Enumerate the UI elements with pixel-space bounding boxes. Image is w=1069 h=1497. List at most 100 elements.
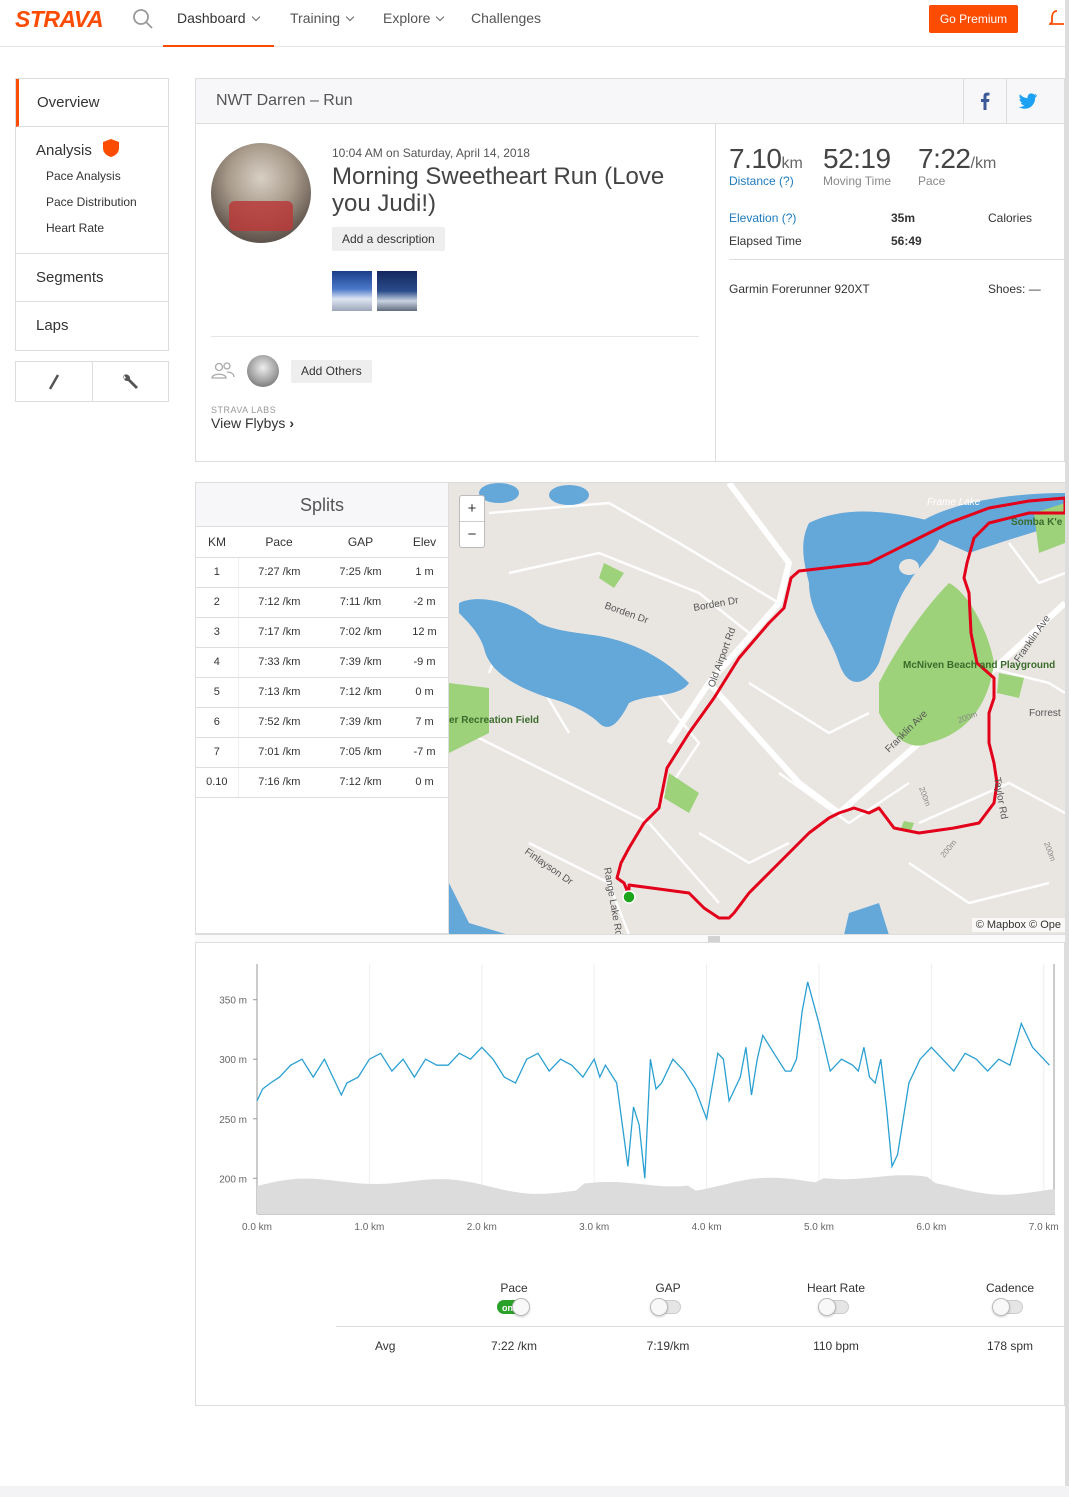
toggle-switch[interactable]: on <box>497 1298 530 1316</box>
split-row[interactable]: 0.10 7:16 /km 7:12 /km 0 m <box>196 767 448 798</box>
split-elev: 1 m <box>401 557 448 588</box>
y-tick-label: 250 m <box>219 1115 247 1126</box>
top-navigation: STRAVA Dashboard Training Explore Challe… <box>0 0 1069 47</box>
toggle-switch[interactable] <box>818 1298 849 1316</box>
split-row[interactable]: 5 7:13 /km 7:12 /km 0 m <box>196 677 448 708</box>
resize-handle[interactable] <box>195 934 1065 943</box>
pace-elevation-chart[interactable]: 350 m 300 m 250 m 200 m 0.0 km 1.0 km 2.0 km 3.… <box>195 944 1065 1244</box>
divider <box>729 259 1066 260</box>
edit-button[interactable] <box>16 362 93 401</box>
split-gap: 7:25 /km <box>320 557 401 588</box>
split-km: 1 <box>196 557 239 588</box>
nav-explore[interactable]: Explore <box>383 0 445 47</box>
sidebar-item-pace-distribution[interactable]: Pace Distribution <box>46 195 137 209</box>
route-map[interactable]: Borden Dr Borden Dr Old Airport Rd Frank… <box>449 482 1065 934</box>
facebook-share-button[interactable] <box>963 79 1006 123</box>
toggle-switch[interactable] <box>650 1298 681 1316</box>
activity-owner-title: NWT Darren – Run <box>216 92 353 109</box>
x-tick-label: 7.0 km <box>1029 1222 1059 1233</box>
sidebar-item-pace-analysis[interactable]: Pace Analysis <box>46 169 121 183</box>
elevation-value: 35m <box>891 211 916 225</box>
elevation-label[interactable]: Elevation (?) <box>729 211 797 225</box>
split-pace: 7:27 /km <box>238 557 321 588</box>
strava-logo[interactable]: STRAVA <box>15 6 104 32</box>
moving-time-value: 52:19 <box>823 143 891 174</box>
sidebar-item-laps[interactable]: Laps <box>36 317 69 334</box>
search-icon[interactable] <box>132 8 154 35</box>
split-gap: 7:39 /km <box>320 647 401 678</box>
sidebar-item-heart-rate[interactable]: Heart Rate <box>46 221 105 235</box>
wrench-icon <box>123 373 139 389</box>
premium-shield-icon <box>103 139 120 157</box>
shoes-info: Shoes: — <box>988 282 1041 296</box>
sidebar-item-analysis[interactable]: Analysis <box>36 135 168 163</box>
moving-time-label: Moving Time <box>823 174 892 188</box>
add-others-button[interactable]: Add Others <box>291 360 372 383</box>
split-gap: 7:05 /km <box>320 737 401 768</box>
activity-header: NWT Darren – Run <box>196 79 1064 124</box>
split-pace: 7:17 /km <box>238 617 321 648</box>
activity-photo[interactable] <box>332 271 372 311</box>
nav-training[interactable]: Training <box>290 0 355 47</box>
elapsed-time-label: Elapsed Time <box>729 234 802 248</box>
view-flybys-link[interactable]: View Flybys › <box>211 415 294 431</box>
distance-value: 7.10 <box>729 143 782 174</box>
x-tick-label: 3.0 km <box>579 1222 609 1233</box>
stat-moving-time: 52:19 Moving Time <box>823 143 891 188</box>
sidebar-analysis-label: Analysis <box>36 142 92 159</box>
split-elev: -2 m <box>401 587 448 618</box>
notification-bell-icon[interactable] <box>1047 9 1065 34</box>
toggle-knob <box>992 1298 1010 1316</box>
toggle-knob <box>818 1298 836 1316</box>
zoom-in-button[interactable]: + <box>460 496 484 522</box>
view-flybys-label: View Flybys <box>211 415 286 431</box>
distance-unit: km <box>781 155 803 172</box>
sidebar-item-overview[interactable]: Overview <box>16 79 168 127</box>
elevation-pace-chart-card <box>195 934 1065 1406</box>
split-row[interactable]: 3 7:17 /km 7:02 /km 12 m <box>196 617 448 648</box>
sidebar-item-segments[interactable]: Segments <box>16 254 168 302</box>
split-row[interactable]: 1 7:27 /km 7:25 /km 1 m <box>196 557 448 588</box>
sidebar-analysis-group: Analysis Pace Analysis Pace Distribution… <box>16 127 168 254</box>
activity-summary-card: NWT Darren – Run 10:04 AM on Saturday, A… <box>195 78 1066 462</box>
chevron-down-icon <box>436 12 445 22</box>
add-description-button[interactable]: Add a description <box>332 227 445 251</box>
map-attribution[interactable]: © Mapbox © Ope <box>971 918 1065 932</box>
toggle-switch[interactable] <box>992 1298 1023 1316</box>
toggle-label: Heart Rate <box>806 1281 866 1295</box>
athlete-avatar[interactable] <box>211 143 311 243</box>
split-row[interactable]: 4 7:33 /km 7:39 /km -9 m <box>196 647 448 678</box>
nav-challenges[interactable]: Challenges <box>471 0 541 47</box>
nav-dashboard[interactable]: Dashboard <box>163 0 274 47</box>
twitter-icon <box>1018 93 1037 109</box>
split-pace: 7:01 /km <box>238 737 321 768</box>
split-row[interactable]: 7 7:01 /km 7:05 /km -7 m <box>196 737 448 768</box>
nav-dashboard-label: Dashboard <box>177 10 246 26</box>
facebook-icon <box>981 92 990 110</box>
activity-photo[interactable] <box>377 271 417 311</box>
avg-value: 110 bpm <box>813 1339 859 1353</box>
split-row[interactable]: 6 7:52 /km 7:39 /km 7 m <box>196 707 448 738</box>
y-tick-label: 200 m <box>219 1174 247 1185</box>
distance-label[interactable]: Distance (?) <box>729 174 794 188</box>
sidebar-tools <box>15 361 169 402</box>
split-row[interactable]: 2 7:12 /km 7:11 /km -2 m <box>196 587 448 618</box>
x-tick-label: 2.0 km <box>467 1222 497 1233</box>
device-name: Garmin Forerunner 920XT <box>729 282 870 296</box>
scrollbar[interactable] <box>1065 0 1069 1497</box>
split-gap: 7:39 /km <box>320 707 401 738</box>
twitter-share-button[interactable] <box>1006 79 1049 123</box>
participant-avatar[interactable] <box>247 355 279 387</box>
actions-button[interactable] <box>93 362 169 401</box>
map-canvas: Borden Dr Borden Dr Old Airport Rd Frank… <box>449 483 1065 934</box>
splits-table: KM Pace GAP Elev 1 7:27 /km 7:25 /km 1 m 2 7:… <box>196 527 448 798</box>
col-gap: GAP <box>320 527 401 558</box>
go-premium-button[interactable]: Go Premium <box>929 5 1018 33</box>
route-start-marker[interactable] <box>622 890 636 904</box>
map-label: Frame Lake <box>927 497 981 508</box>
x-tick-label: 6.0 km <box>916 1222 946 1233</box>
activity-sidebar: Overview Analysis Pace Analysis Pace Dis… <box>15 78 169 402</box>
map-zoom-control: + − <box>459 495 485 548</box>
zoom-out-button[interactable]: − <box>467 526 477 543</box>
map-label: Forrest <box>1029 708 1061 719</box>
